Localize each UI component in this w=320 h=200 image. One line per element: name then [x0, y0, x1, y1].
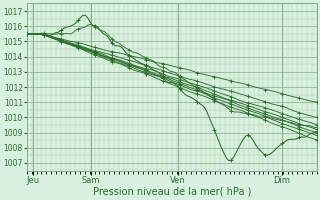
X-axis label: Pression niveau de la mer( hPa ): Pression niveau de la mer( hPa ): [92, 187, 251, 197]
